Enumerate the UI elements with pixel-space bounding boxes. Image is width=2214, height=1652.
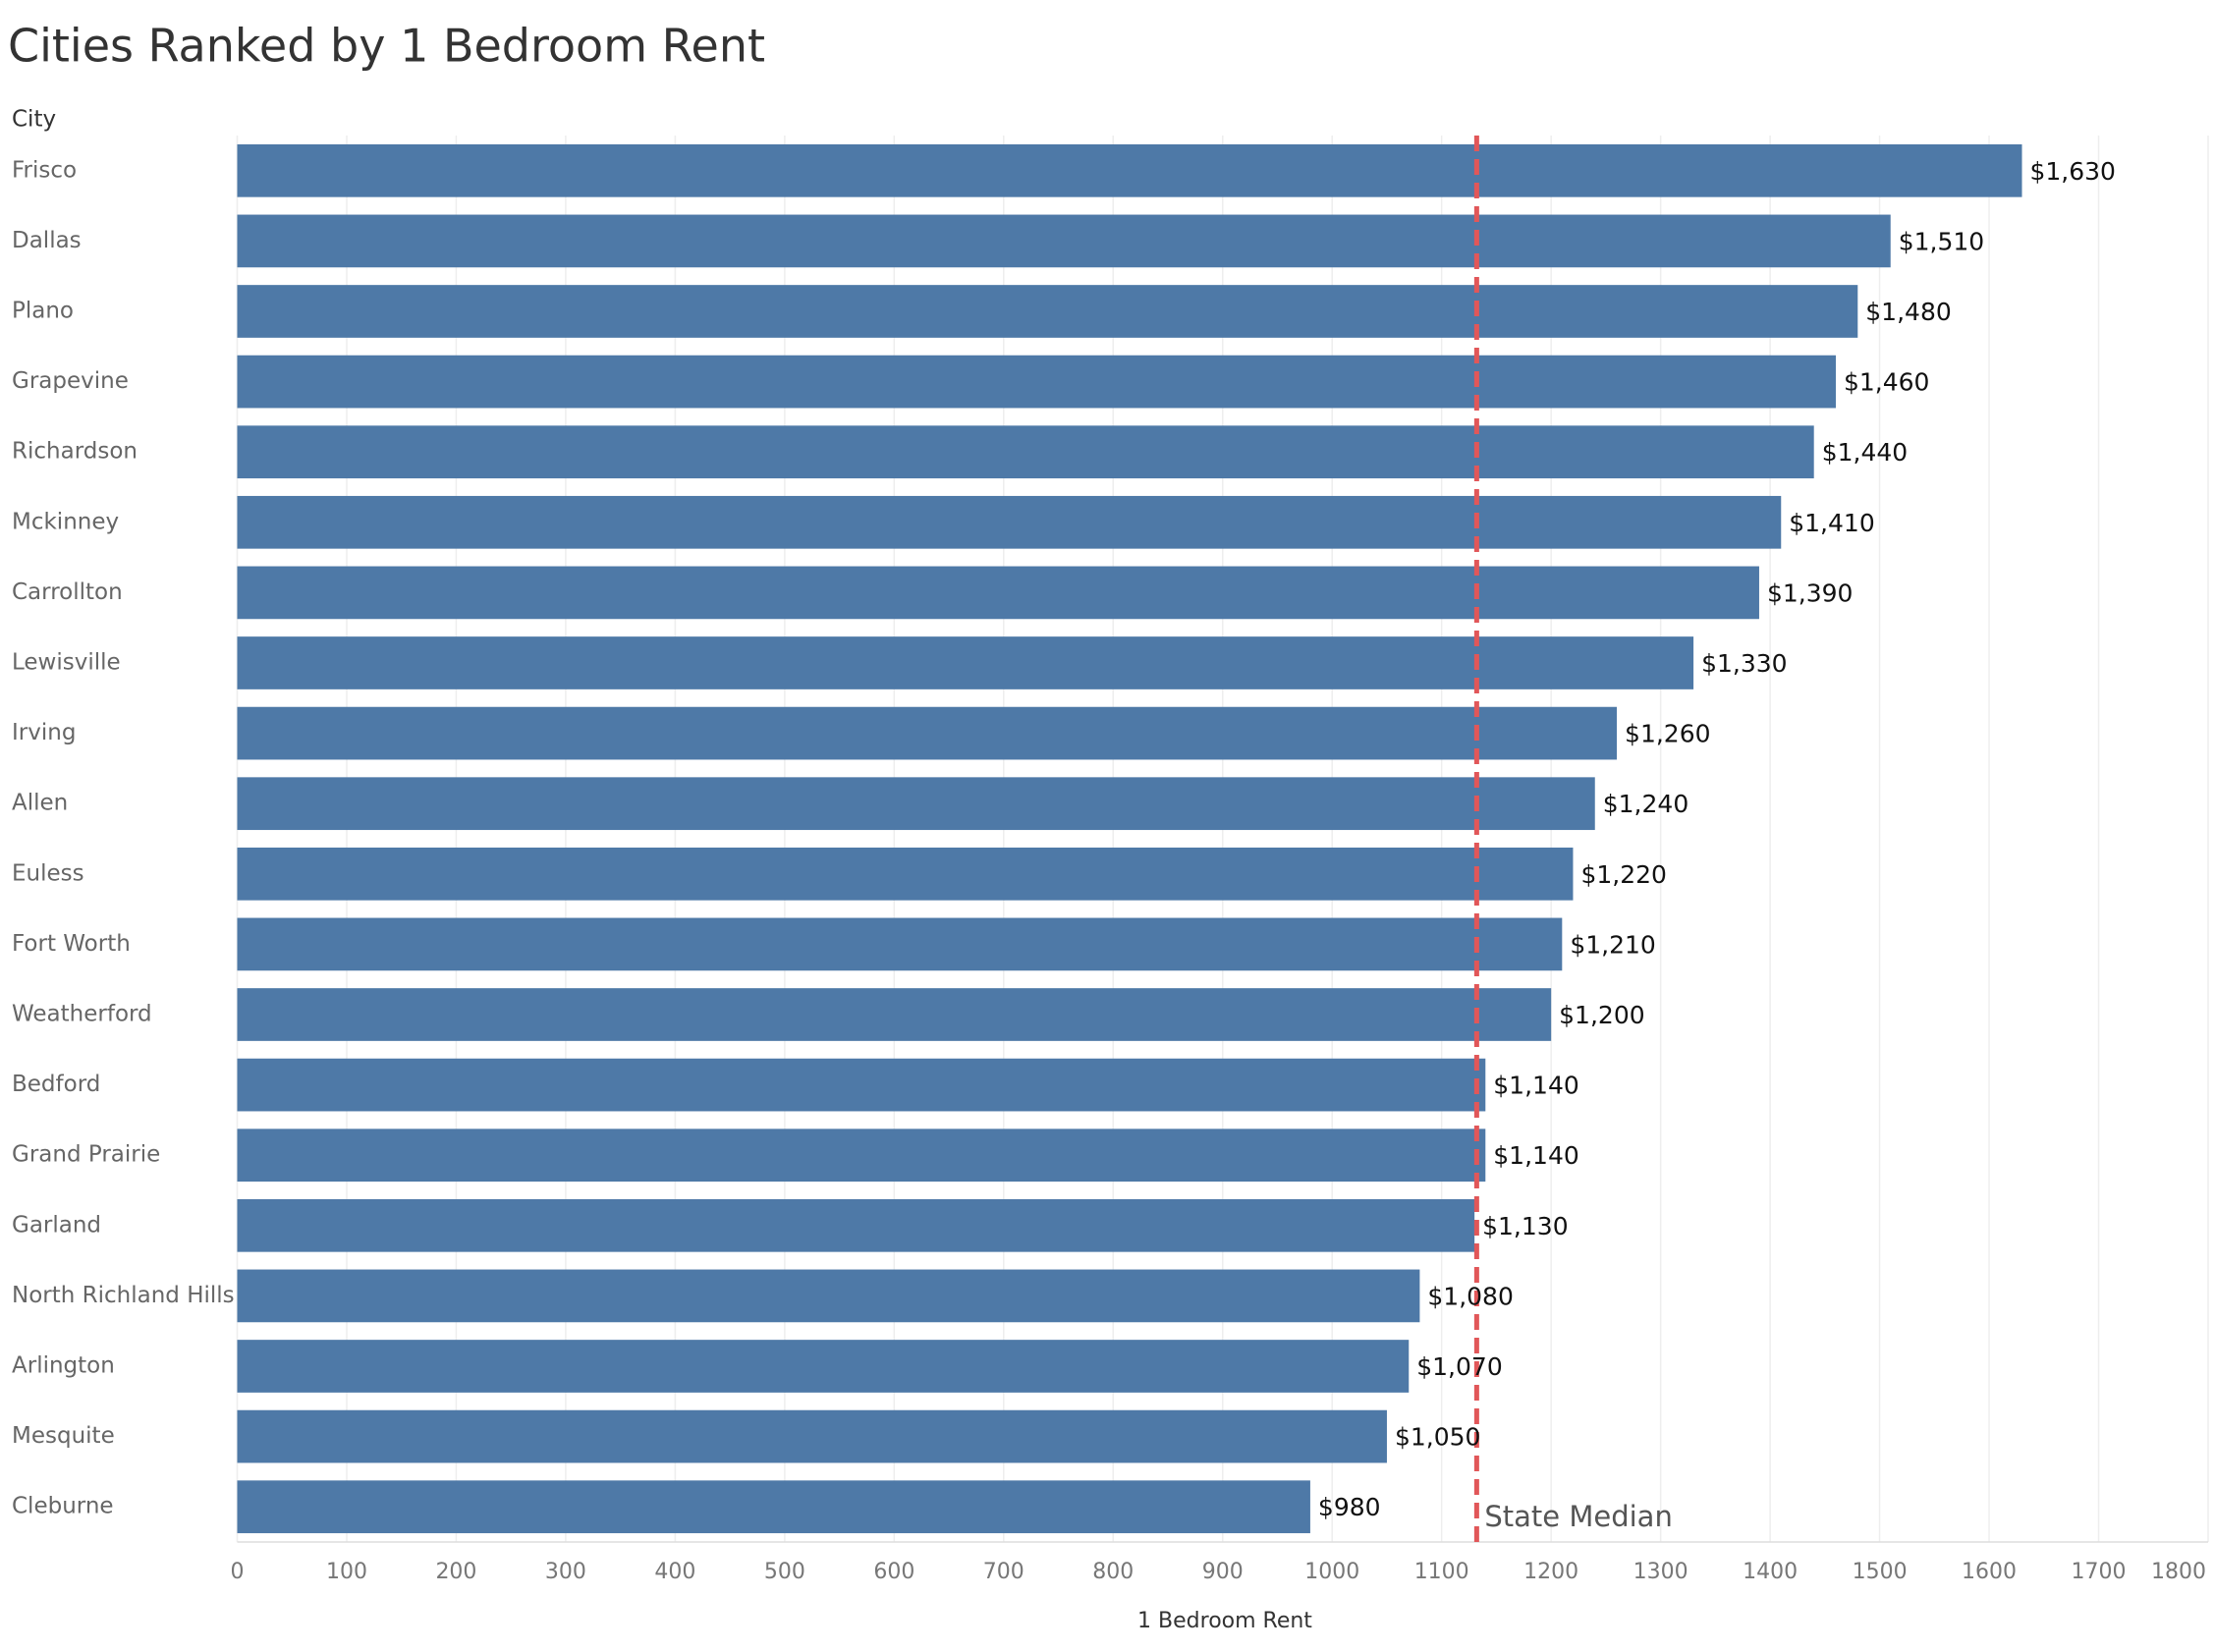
data-label: $1,460 (1844, 368, 1929, 397)
data-label: $1,210 (1570, 930, 1655, 959)
bar (237, 1409, 1387, 1463)
data-label: $1,200 (1559, 1001, 1644, 1029)
chart-title: Cities Ranked by 1 Bedroom Rent (8, 20, 765, 73)
data-label: $1,410 (1789, 509, 1874, 537)
y-tick-label: Lewisville (12, 650, 121, 676)
data-label: $1,050 (1395, 1423, 1480, 1452)
y-tick-label: Irving (12, 720, 76, 745)
data-label: $1,330 (1701, 649, 1787, 678)
bar (237, 777, 1595, 831)
y-tick-label: Allen (12, 791, 68, 816)
y-tick-label: Mckinney (12, 509, 119, 534)
bar (237, 566, 1759, 620)
x-tick-label: 1800 (2151, 1560, 2206, 1584)
bar (237, 425, 1814, 479)
y-tick-label: Richardson (12, 439, 138, 465)
bar (237, 1269, 1420, 1323)
bar (237, 285, 1858, 338)
bar (237, 636, 1694, 689)
data-label: $1,080 (1427, 1282, 1513, 1310)
data-label: $1,070 (1416, 1352, 1502, 1381)
y-tick-label: Dallas (12, 228, 82, 253)
x-tick-label: 1200 (1523, 1560, 1578, 1584)
bar (237, 1340, 1410, 1393)
data-label: $1,480 (1865, 298, 1951, 326)
x-tick-label: 200 (435, 1560, 476, 1584)
x-tick-label: 1500 (1853, 1560, 1908, 1584)
y-tick-label: Bedford (12, 1072, 100, 1097)
x-tick-label: 1400 (1743, 1560, 1798, 1584)
bar (237, 917, 1563, 971)
data-label: $1,390 (1767, 578, 1853, 607)
x-tick-label: 1700 (2072, 1560, 2127, 1584)
x-tick-label: 400 (654, 1560, 695, 1584)
bar (237, 143, 2022, 197)
data-label: $980 (1318, 1493, 1381, 1521)
data-label: $1,240 (1603, 790, 1688, 818)
data-label: $1,140 (1493, 1141, 1578, 1170)
x-tick-label: 300 (545, 1560, 586, 1584)
data-label: $1,440 (1822, 438, 1908, 467)
data-label: $1,220 (1580, 860, 1666, 889)
y-tick-label: Cleburne (12, 1494, 114, 1519)
x-tick-label: 700 (983, 1560, 1024, 1584)
x-axis-title: 1 Bedroom Rent (1137, 1609, 1312, 1633)
x-tick-label: 900 (1202, 1560, 1244, 1584)
data-label: $1,140 (1493, 1072, 1578, 1100)
data-label: $1,130 (1482, 1212, 1568, 1240)
x-tick-label: 1600 (1962, 1560, 2017, 1584)
y-tick-label: Grapevine (12, 368, 129, 394)
x-tick-label: 800 (1092, 1560, 1134, 1584)
x-tick-label: 500 (764, 1560, 805, 1584)
data-label: $1,260 (1625, 720, 1710, 748)
y-axis-title: City (12, 107, 56, 133)
bar (237, 1198, 1475, 1252)
bar (237, 706, 1618, 760)
bar (237, 1058, 1486, 1112)
reference-label: State Median (1484, 1500, 1672, 1533)
bar (237, 1129, 1486, 1183)
x-tick-label: 1000 (1304, 1560, 1359, 1584)
y-tick-label: Garland (12, 1212, 101, 1238)
bar (237, 495, 1782, 549)
bar (237, 847, 1574, 901)
x-tick-label: 100 (326, 1560, 367, 1584)
y-tick-label: Grand Prairie (12, 1142, 160, 1168)
bar (237, 214, 1891, 268)
y-tick-label: Fort Worth (12, 931, 131, 957)
bar (237, 355, 1836, 409)
x-tick-label: 600 (873, 1560, 914, 1584)
y-tick-label: Euless (12, 860, 84, 886)
y-tick-label: Mesquite (12, 1423, 115, 1449)
data-label: $1,630 (2029, 157, 2115, 186)
bar (237, 1480, 1310, 1534)
y-tick-label: North Richland Hills (12, 1283, 235, 1308)
y-tick-label: Plano (12, 299, 74, 324)
bar (237, 988, 1552, 1041)
x-tick-label: 0 (231, 1560, 245, 1584)
x-tick-label: 1300 (1633, 1560, 1688, 1584)
y-tick-label: Weatherford (12, 1002, 152, 1027)
data-label: $1,510 (1899, 227, 1984, 255)
y-tick-label: Arlington (12, 1353, 115, 1379)
y-tick-label: Carrollton (12, 579, 123, 605)
x-tick-label: 1100 (1414, 1560, 1469, 1584)
y-tick-label: Frisco (12, 157, 77, 183)
